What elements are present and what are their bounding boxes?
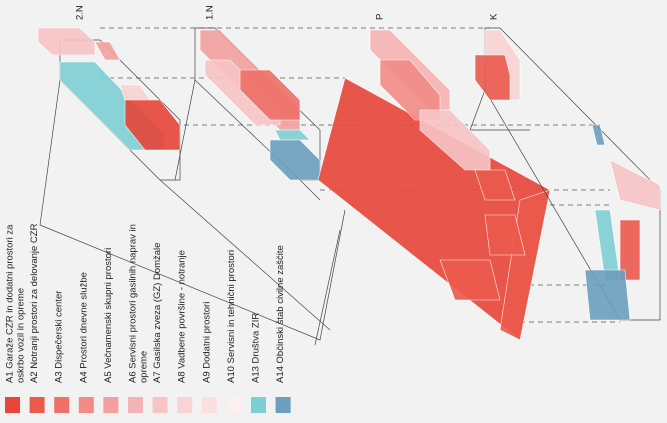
legend-label: A8 Vadbene površine - notranje — [177, 250, 188, 383]
legend-swatch — [128, 397, 143, 413]
legend: A1 Garaže CZR in dodatni prostori za oskr… — [5, 223, 291, 413]
legend-swatch — [251, 397, 266, 413]
legend-label: A14 Občinski štab civilne zaščite — [275, 245, 286, 383]
legend-swatch — [152, 397, 168, 413]
legend-label: A1 Garaže CZR in dodatni prostori za — [5, 224, 16, 383]
legend-label: A3 Dispečerski center — [54, 291, 65, 383]
legend-label: A5 Večnamenski skupni prostori — [103, 248, 114, 383]
legend-label: A9 Dodatni prostori — [201, 302, 212, 383]
legend-swatch — [5, 397, 20, 413]
legend-label: opreme — [139, 351, 150, 383]
legend-label: A2 Notranji prostori za delovanje CZR — [29, 223, 40, 383]
legend-swatch — [226, 397, 242, 413]
legend-swatch — [275, 397, 291, 413]
floor-label: K — [489, 13, 500, 20]
floor-label: P — [375, 14, 386, 20]
legend-swatch — [201, 397, 217, 413]
legend-label: oskrbo vozil in opreme — [16, 288, 27, 383]
legend-swatch — [177, 397, 193, 413]
floor-label: 1.N — [205, 5, 216, 20]
legend-swatch — [103, 397, 119, 413]
legend-swatch — [54, 397, 70, 413]
building-floors — [37, 27, 661, 341]
legend-label: A13 Društva ZIR — [251, 313, 262, 383]
legend-label: A4 Prostori dnevne službe — [78, 272, 89, 383]
floor-label: 2.N — [75, 5, 86, 20]
legend-label: A10 Servisni in tehnični prostori — [226, 250, 237, 383]
legend-swatch — [78, 397, 94, 413]
legend-label: A7 Gasilska zveza (GZ) Domžale — [152, 243, 163, 383]
legend-label: A6 Servisni prostori gasilnih naprav in — [128, 224, 139, 383]
legend-swatch — [29, 397, 45, 413]
